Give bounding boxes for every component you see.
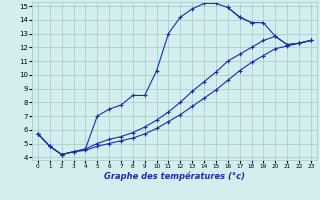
- X-axis label: Graphe des températures (°c): Graphe des températures (°c): [104, 172, 245, 181]
